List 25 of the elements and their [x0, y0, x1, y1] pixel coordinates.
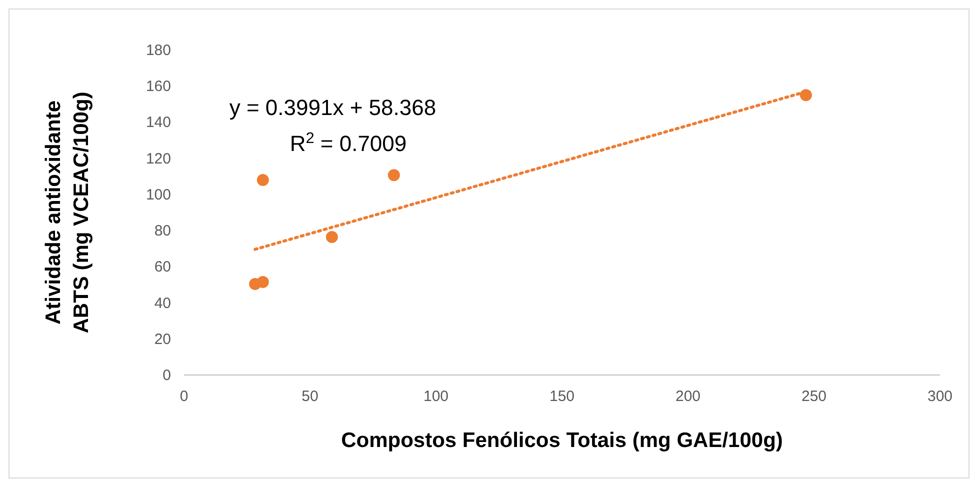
y-tick-label: 120: [146, 150, 171, 168]
y-tick-label: 80: [154, 222, 171, 240]
x-tick-label: 0: [180, 388, 188, 405]
point: [256, 174, 269, 186]
y-tick-label: 140: [146, 114, 171, 132]
x-tick-label: 250: [801, 388, 827, 405]
x-tick-label: 50: [302, 388, 318, 405]
x-tick-label: 300: [927, 388, 953, 405]
y-axis-title: Atividade antioxidante ABTS (mg VCEAC/100g): [42, 92, 93, 334]
y-tick-label: 160: [146, 78, 171, 96]
annotation: y = 0.3991x + 58.368: [229, 95, 436, 120]
x-tick-label: 100: [423, 388, 449, 405]
x-axis-title: Compostos Fenólicos Totais (mg GAE/100g): [341, 429, 783, 452]
y-tick-label: 60: [154, 258, 171, 276]
point: [388, 169, 400, 182]
x-tick-label: 200: [675, 388, 701, 405]
y-tick-label: 180: [146, 42, 171, 59]
point: [256, 276, 269, 288]
annotation: R$^{2}$ = 0.7009: [290, 129, 407, 156]
y-tick-label: 20: [154, 330, 171, 348]
point: [326, 231, 338, 244]
x-tick-label: 150: [549, 388, 575, 405]
y-tick-label: 0: [162, 367, 171, 384]
y-tick-label: 40: [154, 294, 171, 312]
y-tick-label: 100: [146, 186, 171, 204]
